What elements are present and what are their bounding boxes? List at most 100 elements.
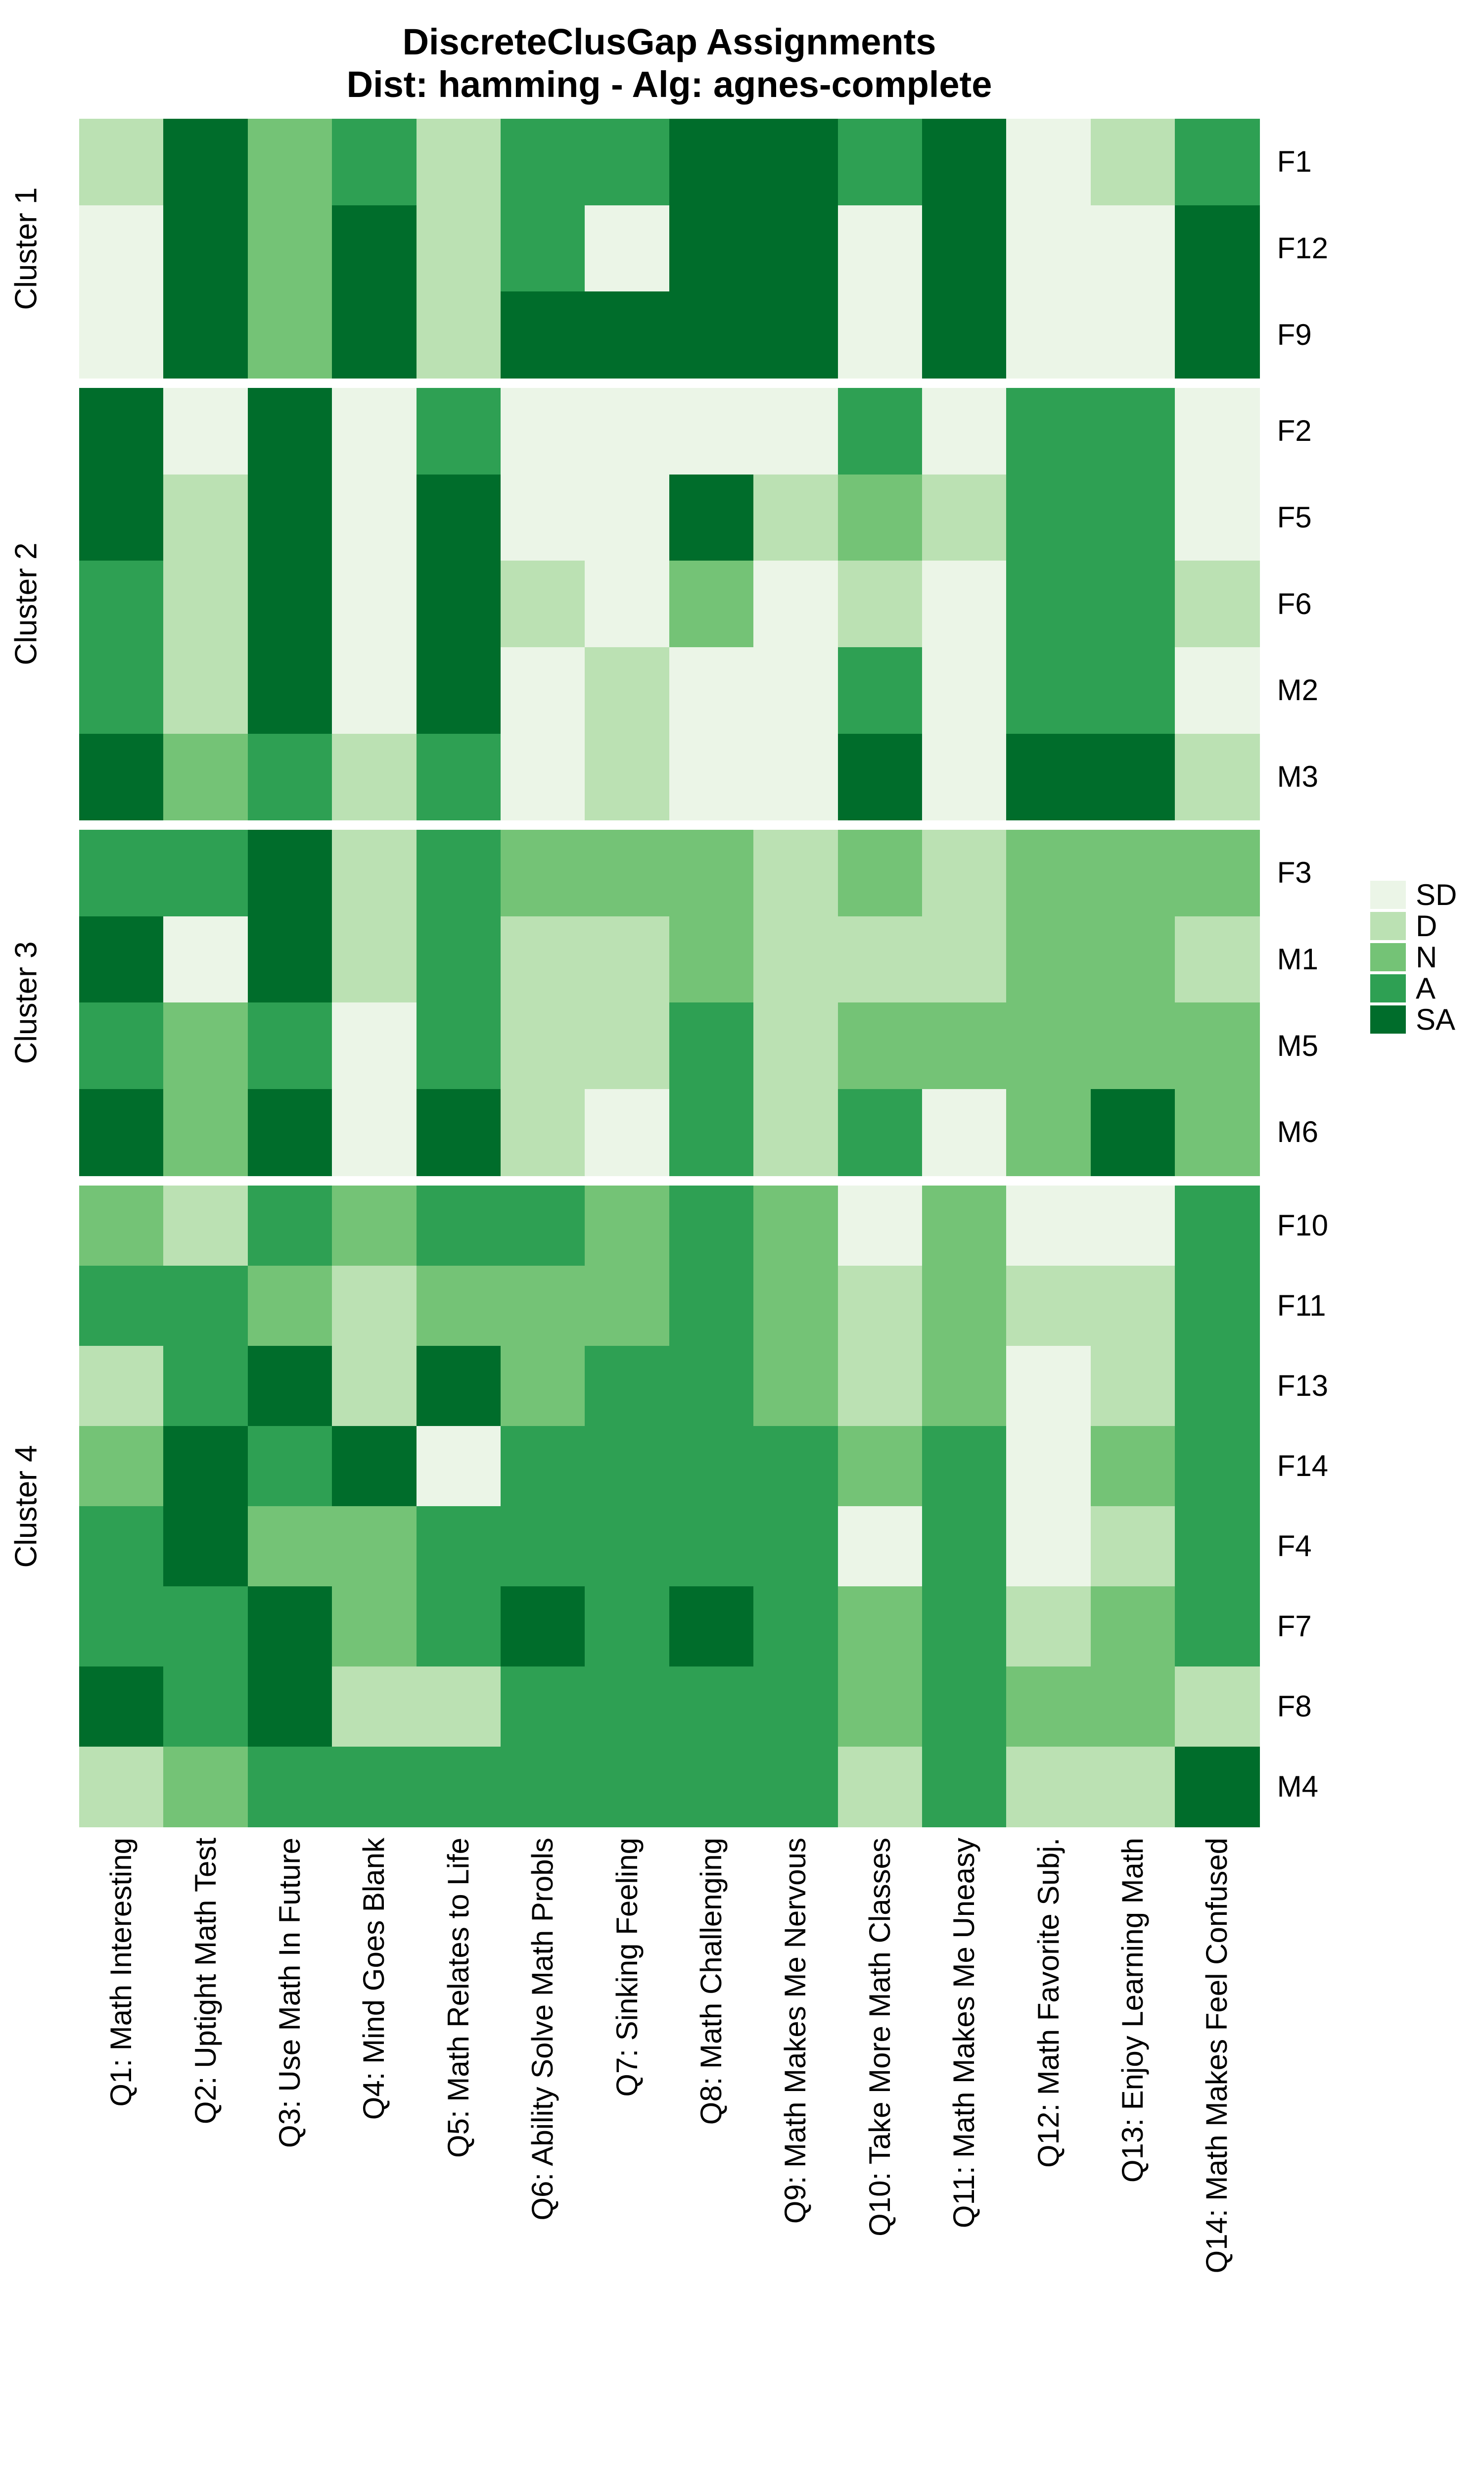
heatmap-cell	[416, 1089, 501, 1176]
heatmap-cell	[837, 561, 923, 648]
heatmap-cell	[753, 119, 838, 206]
heatmap-cell	[1090, 1186, 1176, 1266]
legend-swatch	[1370, 943, 1406, 971]
row-label: M1	[1277, 943, 1318, 976]
heatmap-cell	[79, 647, 164, 734]
heatmap-cell	[585, 291, 670, 379]
heatmap-cell	[1175, 561, 1260, 648]
heatmap-cell	[1090, 733, 1176, 821]
heatmap-cell	[753, 1346, 838, 1427]
heatmap-cell	[501, 647, 586, 734]
heatmap-cell	[247, 830, 333, 917]
heatmap-cell	[247, 474, 333, 562]
row-label: M2	[1277, 673, 1318, 707]
heatmap-cell	[332, 830, 417, 917]
row-label: F12	[1277, 232, 1328, 265]
heatmap-cell	[1175, 291, 1260, 379]
heatmap-cell	[247, 205, 333, 292]
heatmap-cell	[753, 205, 838, 292]
heatmap-cell	[79, 1089, 164, 1176]
heatmap-cell	[1175, 1426, 1260, 1507]
heatmap-cell	[332, 1002, 417, 1090]
heatmap-cell	[501, 733, 586, 821]
heatmap-cell	[501, 916, 586, 1003]
heatmap-cell	[837, 1089, 923, 1176]
heatmap-cell	[585, 1089, 670, 1176]
heatmap-cell	[922, 561, 1007, 648]
heatmap-cell	[753, 388, 838, 475]
row-label: F4	[1277, 1529, 1312, 1563]
heatmap-cell	[837, 474, 923, 562]
heatmap-cell	[1090, 1346, 1176, 1427]
heatmap-cell	[669, 1266, 754, 1346]
heatmap-cell	[332, 1586, 417, 1667]
heatmap-cell	[332, 205, 417, 292]
heatmap-cell	[669, 1747, 754, 1827]
heatmap-cell	[247, 1346, 333, 1427]
heatmap-cell	[1175, 474, 1260, 562]
heatmap-cell	[753, 291, 838, 379]
heatmap-cell	[163, 291, 248, 379]
row-label: F10	[1277, 1209, 1328, 1242]
heatmap-cell	[1006, 561, 1091, 648]
row-label: F9	[1277, 318, 1312, 351]
legend-label: A	[1416, 971, 1436, 1005]
cluster-label: Cluster 2	[4, 388, 48, 820]
heatmap-cell	[1090, 1426, 1176, 1507]
heatmap-cell	[332, 916, 417, 1003]
heatmap-cell	[1006, 1747, 1091, 1827]
heatmap-cell	[416, 647, 501, 734]
heatmap-cell	[416, 1506, 501, 1587]
heatmap-cell	[416, 1747, 501, 1827]
heatmap-cell	[501, 119, 586, 206]
heatmap-cell	[585, 1346, 670, 1427]
heatmap-cell	[837, 205, 923, 292]
heatmap-cell	[1090, 561, 1176, 648]
heatmap-cell	[79, 291, 164, 379]
cluster-label-text: Cluster 3	[9, 941, 44, 1064]
heatmap-cell	[837, 119, 923, 206]
heatmap-cell	[1175, 916, 1260, 1003]
legend-swatch	[1370, 974, 1406, 1002]
heatmap-cell	[501, 1089, 586, 1176]
heatmap-cell	[247, 119, 333, 206]
heatmap-cell	[585, 1002, 670, 1090]
heatmap-cell	[922, 733, 1007, 821]
heatmap-cell	[1175, 1346, 1260, 1427]
heatmap-cell	[163, 647, 248, 734]
x-axis-label: Q8: Math Challenging	[695, 1838, 728, 2125]
heatmap-cell	[669, 205, 754, 292]
heatmap-cell	[669, 1506, 754, 1587]
legend-swatch	[1370, 881, 1406, 909]
heatmap-cell	[163, 1666, 248, 1747]
heatmap-cell	[669, 733, 754, 821]
heatmap-cell	[163, 1586, 248, 1667]
heatmap-cell	[416, 205, 501, 292]
heatmap-cell	[501, 1586, 586, 1667]
heatmap-cell	[1006, 388, 1091, 475]
row-label: F8	[1277, 1690, 1312, 1723]
heatmap-cell	[1006, 830, 1091, 917]
heatmap-cell	[1090, 1747, 1176, 1827]
heatmap-cell	[922, 1089, 1007, 1176]
heatmap-cell	[669, 561, 754, 648]
heatmap-cell	[837, 1002, 923, 1090]
heatmap-cell	[416, 1586, 501, 1667]
heatmap-cell	[163, 830, 248, 917]
row-label: M4	[1277, 1770, 1318, 1803]
row-label: F14	[1277, 1449, 1328, 1482]
heatmap-cell	[1175, 1266, 1260, 1346]
cluster-label: Cluster 4	[4, 1186, 48, 1827]
heatmap-cell	[1090, 119, 1176, 206]
heatmap-cell	[247, 291, 333, 379]
heatmap-cell	[79, 830, 164, 917]
x-axis-label: Q12: Math Favorite Subj.	[1031, 1838, 1065, 2168]
heatmap-cell	[501, 561, 586, 648]
legend-label: SA	[1416, 1002, 1456, 1036]
cluster-label-text: Cluster 2	[9, 542, 44, 666]
heatmap-cell	[416, 1346, 501, 1427]
heatmap-cell	[1006, 1666, 1091, 1747]
legend-label: SD	[1416, 878, 1457, 911]
heatmap-cell	[247, 1666, 333, 1747]
heatmap-cell	[332, 1186, 417, 1266]
